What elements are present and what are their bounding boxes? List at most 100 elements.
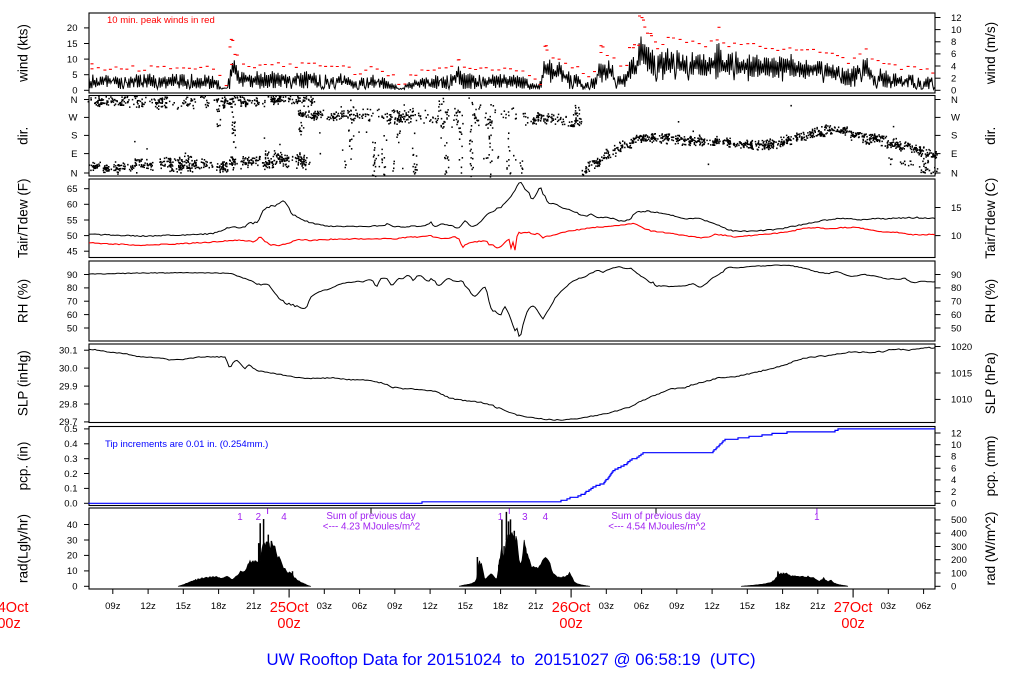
- svg-text:0.1: 0.1: [64, 484, 77, 495]
- svg-text:50: 50: [67, 231, 78, 242]
- svg-text:4: 4: [543, 512, 549, 523]
- svg-text:dir.: dir.: [16, 127, 31, 145]
- svg-text:21z: 21z: [246, 601, 262, 612]
- svg-text:400: 400: [951, 529, 967, 540]
- svg-text:29.8: 29.8: [59, 399, 78, 410]
- svg-text:15z: 15z: [176, 601, 192, 612]
- svg-text:27Oct: 27Oct: [834, 600, 873, 616]
- svg-text:60: 60: [67, 310, 78, 321]
- svg-text:0: 0: [951, 86, 956, 97]
- svg-text:500: 500: [951, 515, 967, 526]
- svg-text:pcp. (mm): pcp. (mm): [983, 436, 998, 497]
- svg-text:Tair/Tdew (F): Tair/Tdew (F): [16, 178, 31, 258]
- svg-text:70: 70: [951, 297, 962, 308]
- svg-text:60: 60: [67, 200, 78, 211]
- svg-text:4: 4: [281, 512, 287, 523]
- svg-text:12z: 12z: [140, 601, 156, 612]
- svg-text:26Oct: 26Oct: [552, 600, 591, 616]
- svg-text:06z: 06z: [634, 601, 650, 612]
- svg-text:24Oct: 24Oct: [0, 600, 28, 616]
- svg-text:15z: 15z: [458, 601, 474, 612]
- svg-text:50: 50: [951, 323, 962, 334]
- svg-text:03z: 03z: [317, 601, 333, 612]
- svg-text:0.5: 0.5: [64, 424, 77, 435]
- svg-text:12z: 12z: [704, 601, 720, 612]
- svg-text:0.4: 0.4: [64, 439, 77, 450]
- svg-text:W: W: [951, 113, 960, 124]
- svg-text:50: 50: [67, 323, 78, 334]
- svg-text:90: 90: [67, 270, 78, 281]
- svg-text:<--- 4.54 MJoules/m^2: <--- 4.54 MJoules/m^2: [608, 522, 705, 533]
- svg-text:70: 70: [67, 297, 78, 308]
- svg-text:N: N: [951, 168, 958, 179]
- svg-text:30.0: 30.0: [59, 363, 78, 374]
- svg-text:15z: 15z: [740, 601, 756, 612]
- svg-text:60: 60: [951, 310, 962, 321]
- svg-text:00z: 00z: [277, 616, 300, 632]
- svg-text:18z: 18z: [775, 601, 791, 612]
- svg-text:6: 6: [951, 49, 956, 60]
- svg-text:30: 30: [67, 535, 78, 546]
- svg-text:0.2: 0.2: [64, 469, 77, 480]
- svg-text:0: 0: [72, 86, 77, 97]
- svg-text:21z: 21z: [528, 601, 544, 612]
- svg-text:21z: 21z: [810, 601, 826, 612]
- svg-text:S: S: [951, 131, 957, 142]
- svg-text:Tip increments are 0.01 in. (0: Tip increments are 0.01 in. (0.254mm.): [105, 439, 268, 450]
- svg-text:3: 3: [522, 512, 528, 523]
- svg-text:1: 1: [814, 512, 819, 523]
- svg-text:300: 300: [951, 542, 967, 553]
- svg-text:1: 1: [237, 512, 242, 523]
- svg-text:09z: 09z: [669, 601, 685, 612]
- svg-text:18z: 18z: [211, 601, 227, 612]
- svg-text:1015: 1015: [951, 368, 972, 379]
- svg-text:5: 5: [72, 70, 77, 81]
- svg-text:90: 90: [951, 270, 962, 281]
- svg-text:rad(Lgly/hr): rad(Lgly/hr): [16, 514, 31, 583]
- svg-text:09z: 09z: [387, 601, 403, 612]
- svg-text:10: 10: [951, 231, 962, 242]
- svg-text:0: 0: [72, 582, 77, 593]
- svg-text:Sum of previous day: Sum of previous day: [611, 511, 700, 522]
- svg-text:SLP (inHg): SLP (inHg): [16, 350, 31, 416]
- svg-text:200: 200: [951, 555, 967, 566]
- svg-text:2: 2: [951, 74, 956, 85]
- svg-text:2: 2: [951, 487, 956, 498]
- svg-text:03z: 03z: [599, 601, 615, 612]
- svg-text:8: 8: [951, 452, 956, 463]
- svg-text:100: 100: [951, 568, 967, 579]
- svg-text:03z: 03z: [881, 601, 897, 612]
- svg-text:80: 80: [67, 283, 78, 294]
- svg-text:20: 20: [67, 23, 78, 34]
- svg-text:E: E: [951, 149, 957, 160]
- svg-text:00z: 00z: [0, 616, 21, 632]
- svg-text:10: 10: [951, 25, 962, 36]
- svg-text:10 min. peak winds in red: 10 min. peak winds in red: [107, 15, 215, 26]
- svg-text:00z: 00z: [559, 616, 582, 632]
- svg-text:0: 0: [951, 499, 956, 510]
- svg-text:29.9: 29.9: [59, 381, 78, 392]
- svg-text:25Oct: 25Oct: [270, 600, 309, 616]
- svg-text:Sum of previous day: Sum of previous day: [326, 511, 415, 522]
- svg-text:30.1: 30.1: [59, 346, 78, 357]
- svg-text:N: N: [71, 95, 78, 106]
- svg-text:RH (%): RH (%): [16, 279, 31, 323]
- svg-text:N: N: [71, 168, 78, 179]
- svg-text:0.3: 0.3: [64, 454, 77, 465]
- svg-text:65: 65: [67, 184, 78, 195]
- svg-text:pcp. (in): pcp. (in): [16, 442, 31, 491]
- svg-text:15: 15: [67, 39, 78, 50]
- svg-text:06z: 06z: [916, 601, 932, 612]
- svg-text:06z: 06z: [352, 601, 368, 612]
- svg-text:10: 10: [67, 54, 78, 65]
- svg-text:SLP (hPa): SLP (hPa): [983, 352, 998, 414]
- svg-text:rad (W/m^2): rad (W/m^2): [983, 512, 998, 586]
- svg-text:1010: 1010: [951, 395, 972, 406]
- svg-text:S: S: [71, 131, 77, 142]
- svg-text:12: 12: [951, 13, 962, 24]
- svg-text:N: N: [951, 95, 958, 106]
- svg-text:1020: 1020: [951, 342, 972, 353]
- svg-text:18z: 18z: [493, 601, 509, 612]
- svg-text:00z: 00z: [841, 616, 864, 632]
- svg-text:09z: 09z: [105, 601, 121, 612]
